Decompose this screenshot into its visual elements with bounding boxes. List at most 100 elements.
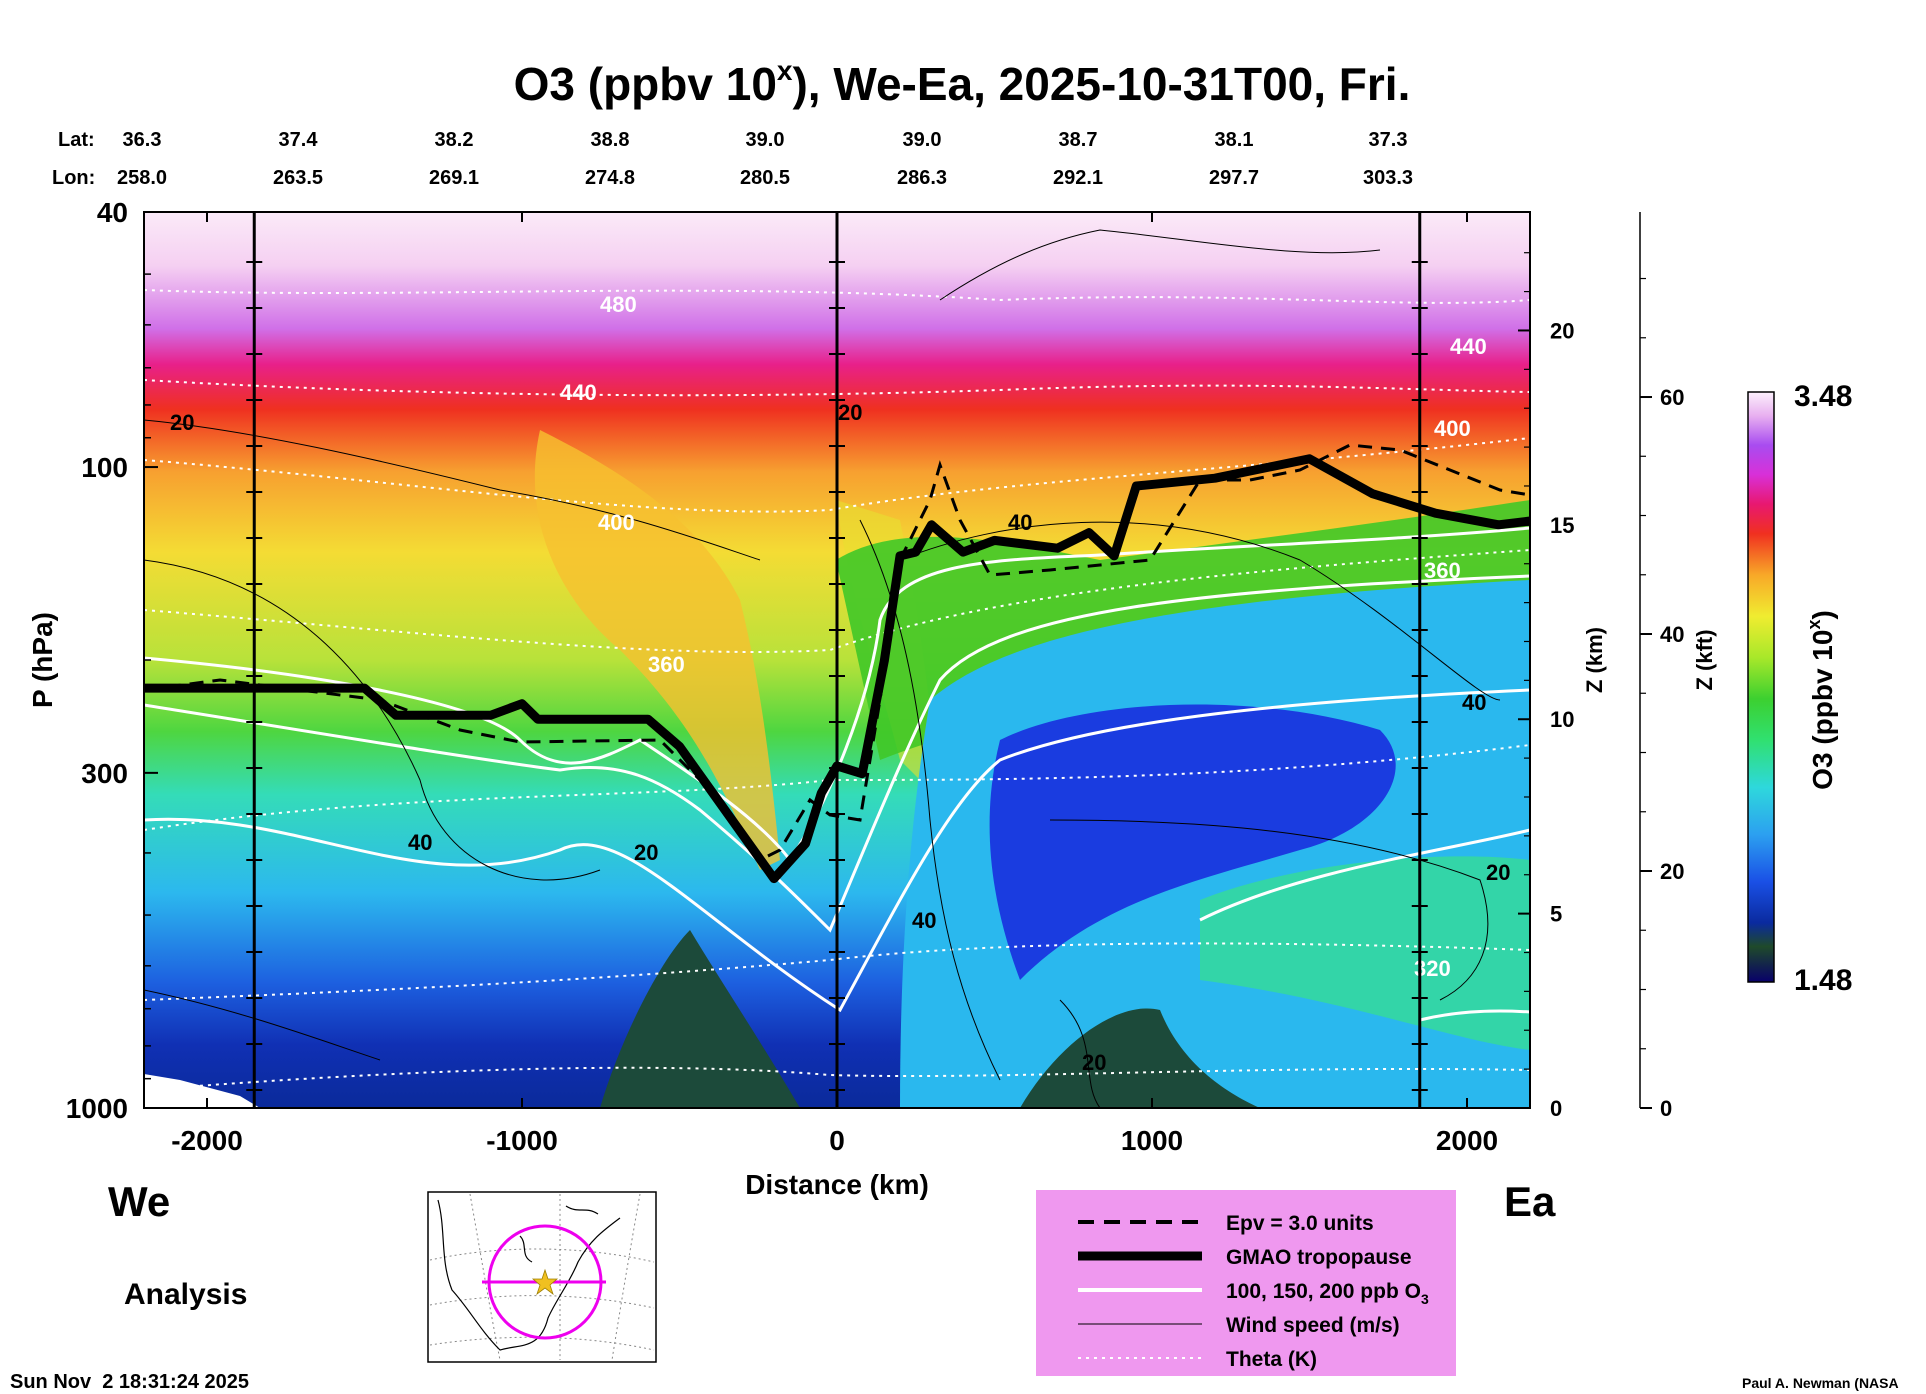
lat-value: 38.7 [1059, 129, 1098, 151]
z-km-title: Z (km) [1582, 627, 1607, 693]
zkft-tick-label: 0 [1660, 1096, 1672, 1121]
reference-line-ticks [246, 261, 1428, 1091]
legend: Epv = 3.0 units GMAO tropopause 100, 150, … [1078, 1212, 1429, 1371]
lat-row-label: Lat: [58, 129, 95, 151]
colorbar-max-label: 3.48 [1794, 380, 1852, 413]
x-tick-label: 1000 [1121, 1125, 1183, 1156]
theta-360 [144, 549, 1530, 653]
epv-line [144, 443, 1530, 862]
gmao-tropopause-line [144, 454, 1530, 884]
x-tick-label: -2000 [171, 1125, 243, 1156]
wind-label-20e: 20 [634, 840, 658, 865]
x-tick-label: -1000 [486, 1125, 558, 1156]
lat-value: 39.0 [746, 129, 785, 151]
zkft-tick-label: 60 [1660, 385, 1684, 410]
lat-value: 37.3 [1369, 129, 1408, 151]
theta-label-360-east: 360 [1424, 558, 1461, 583]
legend-label: Wind speed (m/s) [1226, 1314, 1400, 1337]
y-tick-label: 1000 [66, 1093, 128, 1124]
lat-value: 38.1 [1215, 129, 1254, 151]
wind-label-20d: 20 [1082, 1050, 1106, 1075]
wind-label-20c: 20 [1486, 860, 1510, 885]
lat-value: 36.3 [123, 129, 162, 151]
wind-label-40b: 40 [1008, 510, 1032, 535]
legend-label: Epv = 3.0 units [1226, 1212, 1374, 1235]
zkft-tick-label: 40 [1660, 622, 1684, 647]
y-axis: 40 100 300 1000 [66, 197, 158, 1124]
lon-value: 286.3 [897, 167, 947, 189]
x-tick-label: 2000 [1436, 1125, 1498, 1156]
reference-verticals [252, 212, 1422, 1108]
colorbar-min-label: 1.48 [1794, 964, 1852, 997]
theta-400 [144, 437, 1530, 513]
x-axis-title: Distance (km) [745, 1169, 929, 1200]
colorbar-title: O3 (ppbv 10x) [1804, 610, 1838, 790]
timestamp: Sun Nov 2 18:31:24 2025 [10, 1371, 249, 1393]
wind-low [144, 989, 1101, 1108]
z-kft-title: Z (kft) [1692, 629, 1717, 690]
ozone-contours [144, 526, 1530, 1022]
inset-map [427, 1191, 657, 1363]
y-tick-label: 100 [81, 452, 128, 483]
zkm-tick-label: 15 [1550, 513, 1574, 538]
legend-label: Theta (K) [1226, 1348, 1317, 1371]
theta-440 [144, 379, 1530, 397]
legend-label: 100, 150, 200 ppb O3 [1226, 1280, 1429, 1307]
lat-value: 38.8 [591, 129, 630, 151]
o3-100 [144, 688, 1530, 1013]
map-coastline [437, 1199, 621, 1351]
theta-label-440: 440 [560, 380, 597, 405]
zkm-tick-label: 10 [1550, 707, 1574, 732]
lon-value: 258.0 [117, 167, 167, 189]
wind-contours [144, 229, 1501, 1108]
z-kft-axis: 0 20 40 60 [1639, 212, 1684, 1121]
x-tick-label: 0 [829, 1125, 845, 1156]
credit: Paul A. Newman (NASA [1742, 1375, 1899, 1391]
theta-label-400-east: 400 [1434, 416, 1471, 441]
map-star-icon [531, 1268, 559, 1296]
y-tick-label: 40 [97, 197, 128, 228]
wind-label-40c: 40 [1462, 690, 1486, 715]
colorbar [1747, 391, 1775, 983]
theta-label-440-east: 440 [1450, 334, 1487, 359]
analysis-label: Analysis [124, 1278, 247, 1311]
lat-value: 38.2 [435, 129, 474, 151]
zkm-tick-label: 5 [1550, 902, 1562, 927]
o3-150 [144, 574, 1530, 933]
zkm-tick-label: 20 [1550, 318, 1574, 343]
o3-100-east-low [1199, 828, 1530, 1022]
west-label: We [108, 1178, 170, 1225]
wind-20-top [144, 419, 761, 561]
lon-value: 303.3 [1363, 167, 1413, 189]
lon-value: 269.1 [429, 167, 479, 189]
wind-label-40a: 40 [408, 830, 432, 855]
dark-lower-west [600, 930, 800, 1108]
x-axis: -2000 -1000 0 1000 2000 [171, 212, 1498, 1156]
lon-value: 263.5 [273, 167, 323, 189]
lat-value: 39.0 [903, 129, 942, 151]
lat-lon-labels: 36.3 37.4 38.2 38.8 39.0 39.0 38.7 38.1 37.3 258.… [117, 129, 1413, 189]
theta-label-360: 360 [648, 652, 685, 677]
ground-mask [144, 1074, 260, 1108]
deep-blue-east [989, 704, 1396, 980]
lon-value: 280.5 [740, 167, 790, 189]
y-axis-title: P (hPa) [27, 612, 58, 708]
z-km-axis: 0 5 10 15 20 [1518, 252, 1574, 1121]
contour-labels: 480 440 440 400 400 360 360 320 20 20 20… [170, 292, 1510, 1075]
wind-40-east [899, 521, 1501, 701]
theta-300 [144, 942, 1530, 1001]
wind-top-east [939, 229, 1381, 301]
theta-label-400: 400 [598, 510, 635, 535]
lon-value: 292.1 [1053, 167, 1103, 189]
theta-290 [144, 1066, 1530, 1091]
theta-480 [144, 289, 1530, 304]
dark-lower-east [1020, 1008, 1260, 1108]
chart-title: O3 (ppbv 10x), We-Ea, 2025-10-31T00, Fri… [514, 55, 1411, 110]
zkm-tick-label: 0 [1550, 1096, 1562, 1121]
wind-label-40d: 40 [912, 908, 936, 933]
wind-label-20a: 20 [170, 410, 194, 435]
y-tick-label: 300 [81, 758, 128, 789]
legend-label: GMAO tropopause [1226, 1246, 1412, 1269]
green-lower-east [1200, 856, 1530, 1050]
